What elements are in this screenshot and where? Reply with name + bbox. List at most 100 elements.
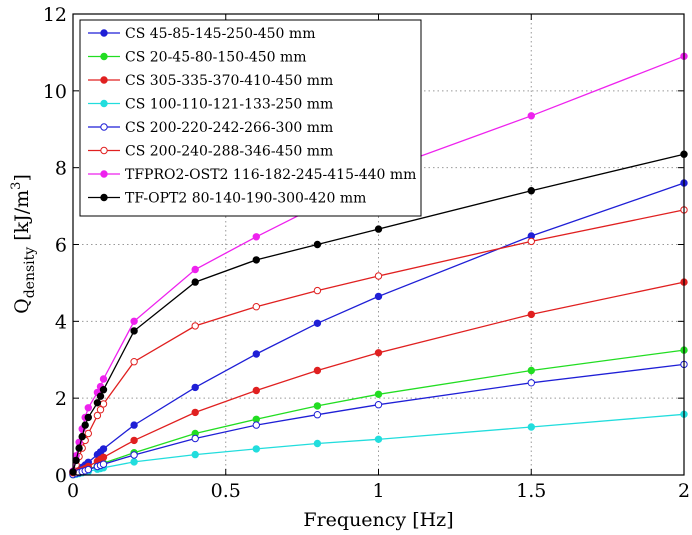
legend-entry: CS 20-45-80-150-450 mm bbox=[125, 50, 307, 66]
data-point bbox=[527, 423, 535, 431]
x-tick-label: 0.5 bbox=[211, 480, 241, 502]
x-axis-label: Frequency [Hz] bbox=[303, 509, 453, 531]
data-point bbox=[252, 350, 260, 358]
legend-entry: CS 200-240-288-346-450 mm bbox=[125, 144, 333, 160]
legend-entry: CS 305-335-370-410-450 mm bbox=[125, 73, 333, 89]
data-point bbox=[252, 421, 260, 429]
legend-box bbox=[79, 19, 422, 217]
y-tick-label: 8 bbox=[55, 158, 67, 180]
legend-marker bbox=[100, 123, 108, 131]
tick-labels: 0 0.5 1 1.5 2 0 2 4 6 8 10 12 bbox=[43, 4, 690, 502]
series-8 bbox=[69, 150, 688, 476]
data-point bbox=[78, 432, 86, 441]
data-point bbox=[84, 465, 93, 474]
data-point bbox=[374, 349, 383, 357]
data-point bbox=[527, 310, 535, 319]
legend-marker bbox=[100, 29, 108, 37]
data-point bbox=[96, 406, 105, 414]
y-tick-label: 2 bbox=[55, 388, 67, 410]
data-point bbox=[96, 392, 105, 400]
y-tick-label: 4 bbox=[55, 311, 67, 333]
data-point bbox=[527, 187, 535, 195]
legend-entry: CS 200-220-242-266-300 mm bbox=[125, 120, 333, 136]
legend-marker bbox=[100, 99, 108, 108]
data-point bbox=[99, 375, 108, 383]
data-point bbox=[130, 458, 138, 466]
data-point bbox=[374, 401, 383, 409]
data-point bbox=[313, 439, 322, 448]
data-point bbox=[374, 272, 383, 280]
data-point bbox=[84, 404, 93, 412]
series-layer bbox=[69, 52, 688, 479]
data-point bbox=[527, 237, 535, 246]
y-axis-label-unit-sup: 3 bbox=[9, 182, 24, 190]
data-point bbox=[527, 366, 535, 375]
y-axis-label-unit: [kJ/m bbox=[11, 190, 33, 247]
data-point bbox=[130, 451, 138, 459]
y-tick-label: 6 bbox=[55, 235, 67, 257]
legend-marker bbox=[100, 52, 108, 61]
data-point bbox=[374, 225, 383, 233]
data-point bbox=[72, 456, 80, 465]
legend-entry: CS 45-85-145-250-450 mm bbox=[125, 26, 315, 42]
legend-entry: CS 100-110-121-133-250 mm bbox=[125, 97, 333, 113]
data-point bbox=[130, 436, 138, 445]
y-axis-label-sub: density bbox=[22, 247, 38, 299]
y-tick-label: 0 bbox=[55, 465, 67, 487]
data-point bbox=[527, 112, 535, 120]
y-tick-label: 12 bbox=[43, 4, 67, 26]
data-point bbox=[93, 399, 102, 407]
data-point bbox=[252, 256, 260, 264]
legend-entry: TF-OPT2 80-140-190-300-420 mm bbox=[125, 191, 366, 207]
data-point bbox=[93, 411, 102, 420]
legend-marker bbox=[100, 193, 108, 202]
data-point bbox=[99, 453, 108, 461]
legend-entry: TFPRO2-OST2 116-182-245-415-440 mm bbox=[125, 167, 416, 183]
data-point bbox=[313, 240, 322, 249]
data-point bbox=[130, 327, 138, 335]
legend-marker bbox=[100, 76, 108, 84]
data-point bbox=[252, 386, 260, 395]
data-point bbox=[313, 411, 322, 419]
data-point bbox=[99, 400, 108, 408]
data-point bbox=[191, 322, 199, 330]
plot-frame bbox=[72, 13, 685, 476]
data-point bbox=[81, 421, 89, 429]
data-point bbox=[99, 386, 108, 394]
data-point bbox=[75, 444, 83, 452]
data-point bbox=[252, 233, 260, 241]
data-point bbox=[527, 379, 535, 387]
data-point bbox=[374, 292, 383, 301]
data-point bbox=[191, 434, 199, 443]
data-point bbox=[252, 445, 260, 453]
data-point bbox=[130, 317, 138, 325]
data-point bbox=[84, 413, 93, 422]
data-point bbox=[313, 402, 322, 410]
data-point bbox=[374, 390, 383, 398]
x-tick-label: 1 bbox=[372, 480, 384, 502]
data-point bbox=[313, 319, 322, 327]
data-point bbox=[191, 450, 199, 459]
data-point bbox=[99, 460, 108, 468]
data-point bbox=[191, 278, 199, 286]
data-point bbox=[191, 383, 199, 392]
y-axis-label: Qdensity [kJ/m3] bbox=[9, 174, 38, 314]
x-tick-label: 0 bbox=[67, 480, 79, 502]
legend-marker bbox=[100, 146, 108, 155]
y-axis-label-main: Q bbox=[11, 298, 33, 314]
y-tick-label: 10 bbox=[43, 81, 67, 103]
y-axis-label-unit-close: ] bbox=[11, 174, 33, 181]
data-point bbox=[99, 445, 108, 453]
x-tick-label: 2 bbox=[678, 480, 690, 502]
data-point bbox=[313, 286, 322, 295]
legend: CS 45-85-145-250-450 mm CS 20-45-80-150-4… bbox=[79, 19, 422, 217]
data-point bbox=[130, 358, 138, 366]
data-point bbox=[313, 366, 322, 375]
data-point bbox=[191, 408, 199, 417]
x-tick-label: 1.5 bbox=[516, 480, 546, 502]
data-point bbox=[84, 429, 93, 438]
legend-marker bbox=[100, 170, 108, 178]
data-point bbox=[191, 265, 199, 274]
data-point bbox=[374, 435, 383, 443]
